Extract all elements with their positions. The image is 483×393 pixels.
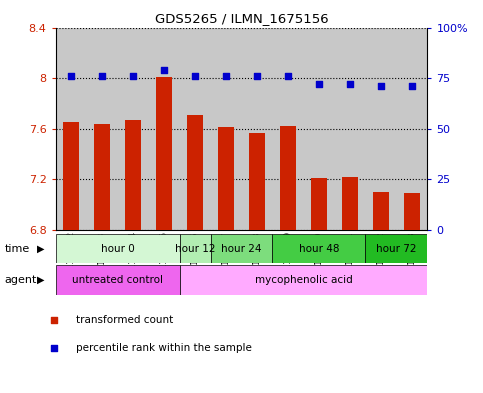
Bar bbox=[272, 28, 303, 230]
Text: hour 48: hour 48 bbox=[298, 244, 339, 253]
Text: agent: agent bbox=[5, 275, 37, 285]
Text: ▶: ▶ bbox=[37, 244, 45, 253]
Point bbox=[50, 345, 57, 351]
Text: ▶: ▶ bbox=[37, 275, 45, 285]
Point bbox=[315, 81, 323, 87]
Point bbox=[408, 83, 416, 89]
Bar bbox=[180, 234, 211, 263]
Point bbox=[284, 73, 292, 79]
Bar bbox=[156, 77, 172, 230]
Text: time: time bbox=[5, 244, 30, 253]
Bar bbox=[211, 234, 272, 263]
Bar bbox=[211, 28, 242, 230]
Point bbox=[377, 83, 385, 89]
Point bbox=[98, 73, 106, 79]
Bar bbox=[94, 124, 110, 230]
Bar bbox=[311, 178, 327, 230]
Bar bbox=[56, 234, 180, 263]
Bar bbox=[373, 192, 389, 230]
Bar bbox=[56, 28, 86, 230]
Bar bbox=[397, 28, 427, 230]
Bar bbox=[366, 28, 397, 230]
Text: hour 72: hour 72 bbox=[376, 244, 417, 253]
Text: hour 0: hour 0 bbox=[100, 244, 134, 253]
Text: hour 12: hour 12 bbox=[175, 244, 215, 253]
Text: percentile rank within the sample: percentile rank within the sample bbox=[76, 343, 252, 353]
Bar bbox=[249, 132, 265, 230]
Text: mycophenolic acid: mycophenolic acid bbox=[255, 275, 353, 285]
Bar bbox=[149, 28, 180, 230]
Bar bbox=[180, 265, 427, 295]
Point bbox=[129, 73, 137, 79]
Bar bbox=[180, 28, 211, 230]
Bar bbox=[86, 28, 117, 230]
Text: transformed count: transformed count bbox=[76, 315, 174, 325]
Text: untreated control: untreated control bbox=[72, 275, 163, 285]
Point bbox=[253, 73, 261, 79]
Bar bbox=[334, 28, 366, 230]
Bar bbox=[56, 265, 180, 295]
Point bbox=[191, 73, 199, 79]
Point bbox=[222, 73, 230, 79]
Bar bbox=[303, 28, 334, 230]
Bar bbox=[342, 177, 358, 230]
Point bbox=[50, 317, 57, 323]
Title: GDS5265 / ILMN_1675156: GDS5265 / ILMN_1675156 bbox=[155, 12, 328, 25]
Text: hour 24: hour 24 bbox=[221, 244, 262, 253]
Bar bbox=[242, 28, 272, 230]
Bar bbox=[218, 127, 234, 230]
Bar bbox=[125, 120, 141, 230]
Point bbox=[67, 73, 75, 79]
Bar bbox=[404, 193, 420, 230]
Bar bbox=[63, 122, 79, 230]
Point bbox=[160, 67, 168, 73]
Point bbox=[346, 81, 354, 87]
Bar bbox=[187, 115, 203, 230]
Bar bbox=[280, 126, 296, 230]
Bar bbox=[272, 234, 366, 263]
Bar bbox=[366, 234, 427, 263]
Bar bbox=[117, 28, 149, 230]
